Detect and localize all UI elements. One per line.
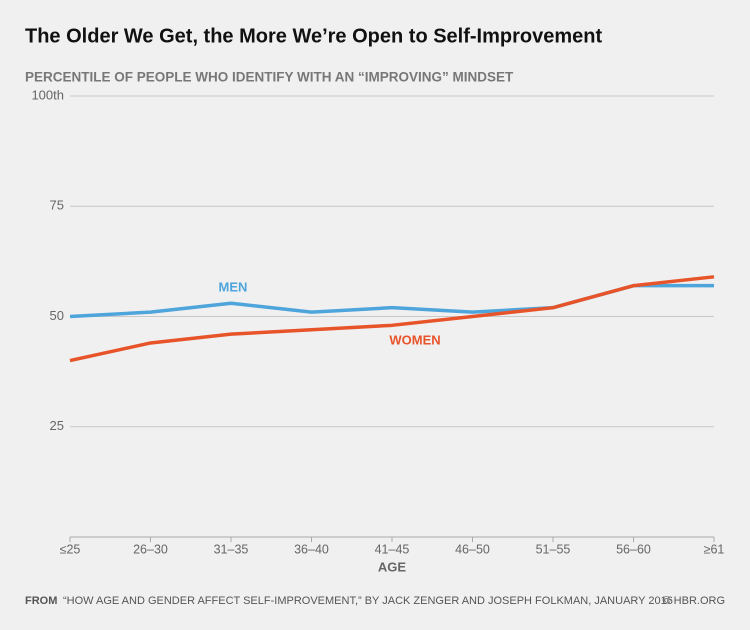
series-label: MEN bbox=[219, 279, 248, 294]
line-series bbox=[69, 275, 715, 363]
y-tick-label: 50 bbox=[50, 308, 64, 323]
x-tick-label: 51–55 bbox=[536, 542, 571, 556]
y-tick-label: 75 bbox=[50, 198, 64, 213]
y-tick-label: 25 bbox=[50, 418, 64, 433]
chart-subtitle: PERCENTILE OF PEOPLE WHO IDENTIFY WITH A… bbox=[25, 70, 514, 85]
x-tick-label: 36–40 bbox=[294, 542, 329, 556]
y-tick-label: 100th bbox=[31, 87, 64, 102]
source: “HOW AGE AND GENDER AFFECT SELF-IMPROVEM… bbox=[63, 595, 673, 607]
x-tick-label: 46–50 bbox=[455, 542, 490, 556]
source-label: FROM bbox=[25, 595, 57, 607]
chart-title: The Older We Get, the More We’re Open to… bbox=[25, 25, 602, 47]
x-tick-label: 56–60 bbox=[616, 542, 651, 556]
x-tick-label: 41–45 bbox=[375, 542, 410, 556]
series-label: WOMEN bbox=[389, 332, 440, 347]
credit: © HBR.ORG bbox=[663, 595, 726, 607]
x-tick-label: ≥61 bbox=[704, 542, 725, 556]
x-tick-label: ≤25 bbox=[60, 542, 81, 556]
x-axis-label: AGE bbox=[378, 559, 407, 574]
x-tick-label: 26–30 bbox=[133, 542, 168, 556]
x-tick-label: 31–35 bbox=[214, 542, 249, 556]
